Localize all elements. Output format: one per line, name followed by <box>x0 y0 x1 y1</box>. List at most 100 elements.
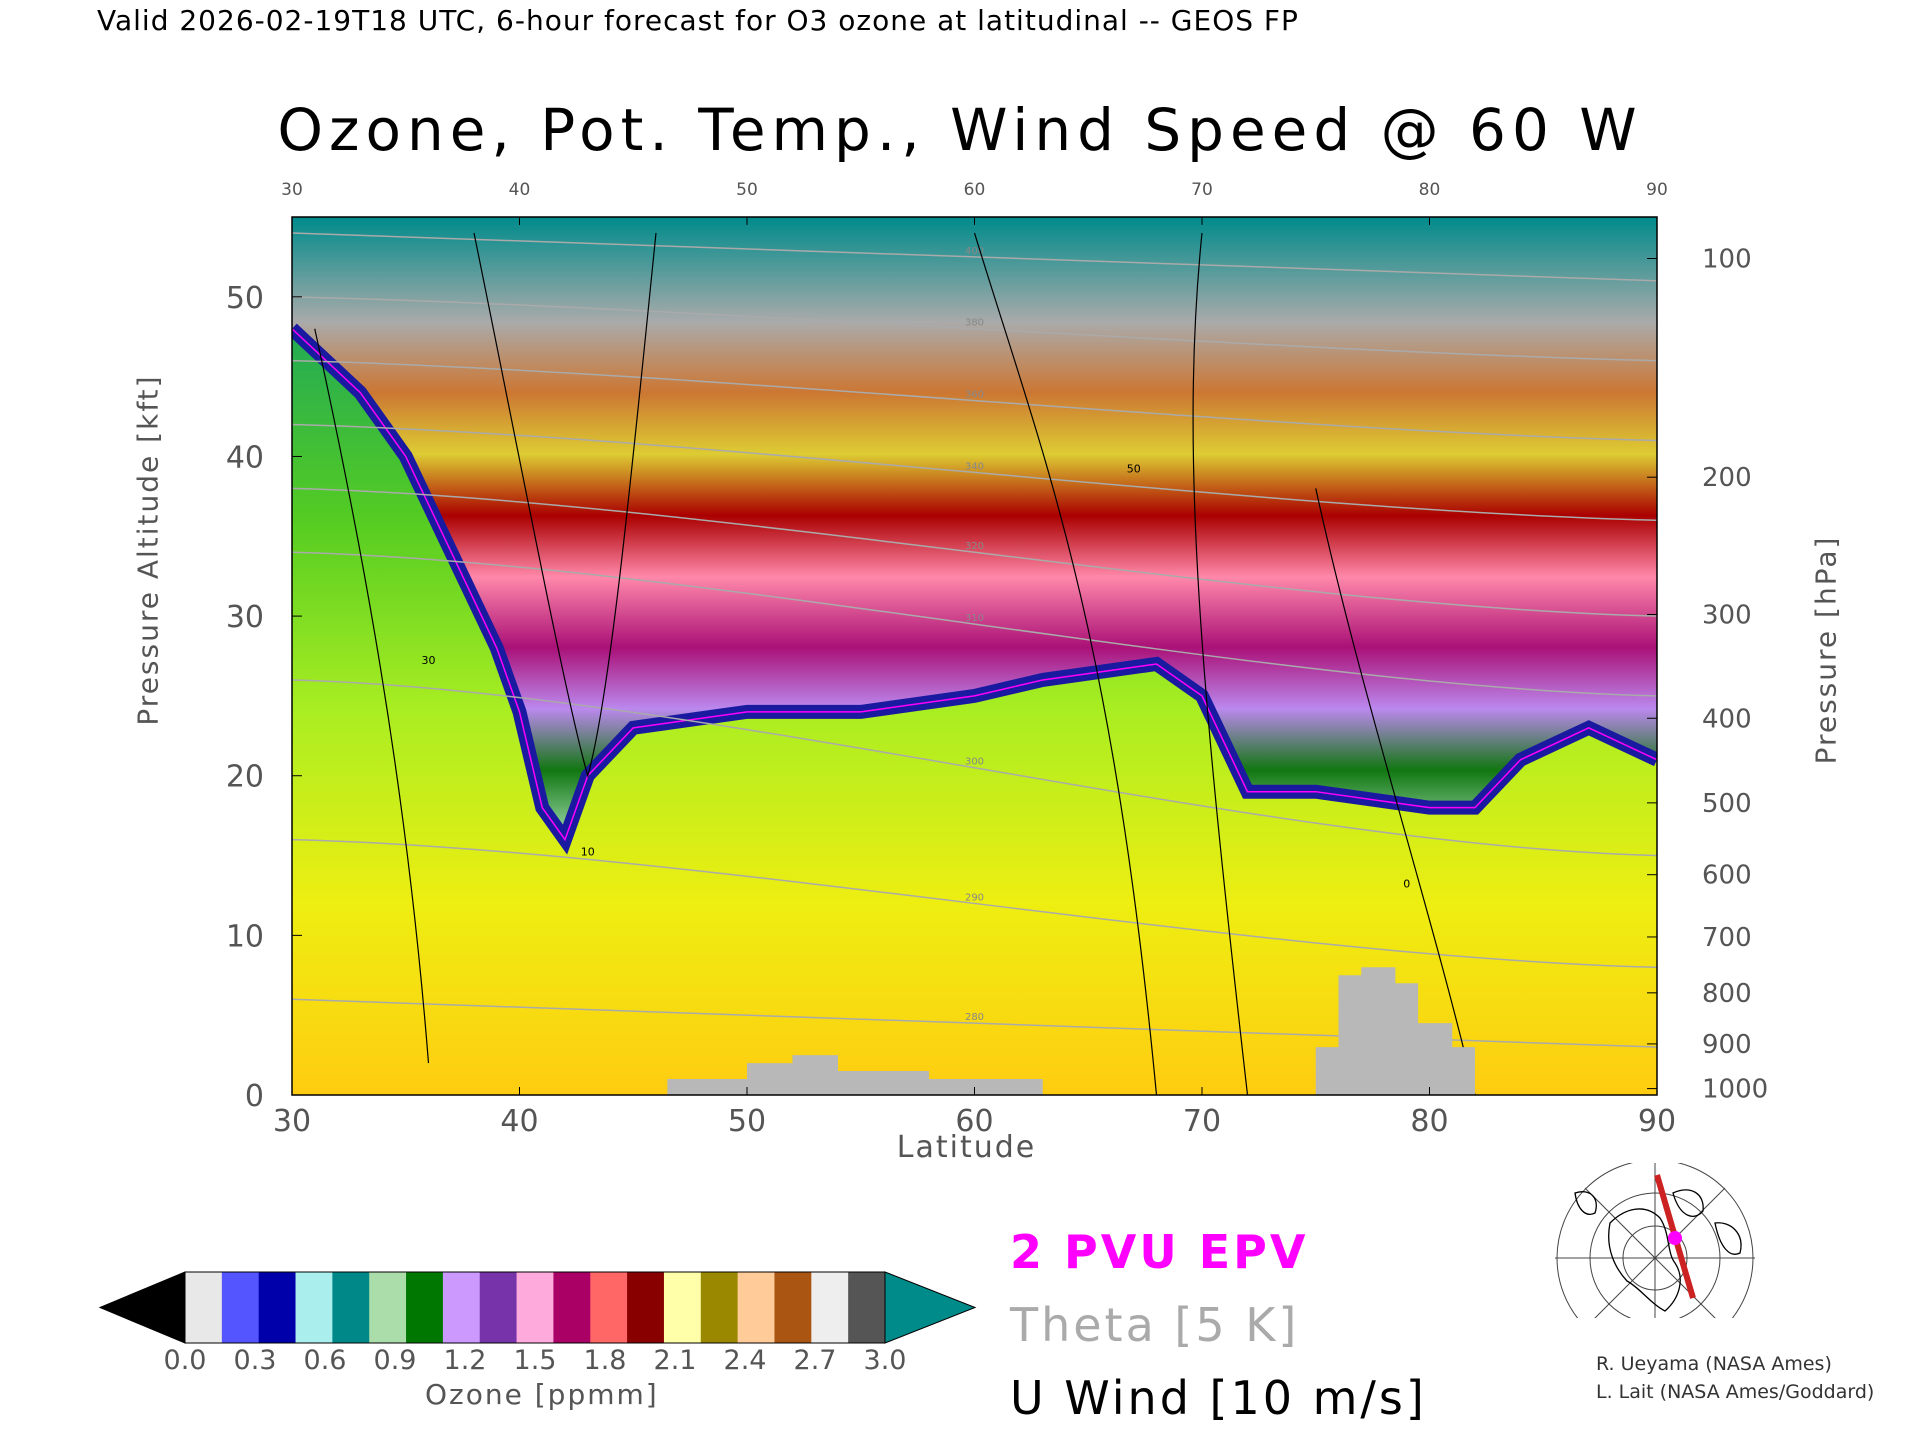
valid-time-line: Valid 2026-02-19T18 UTC, 6-hour forecast… <box>97 4 1299 37</box>
colorbar-swatch <box>258 1272 297 1343</box>
colorbar-frame <box>184 1271 886 1344</box>
theta-contour-label: 300 <box>965 757 984 768</box>
y-tick-label: 50 <box>226 281 264 316</box>
colorbar-tick-label: 2.7 <box>793 1345 837 1376</box>
pressure-tick-label: 400 <box>1702 704 1752 734</box>
colorbar-tick-label: 0.9 <box>373 1345 417 1376</box>
theta-contour-label: 400 <box>965 246 984 257</box>
theta-contour-label: 340 <box>965 461 984 472</box>
pressure-tick-label: 300 <box>1702 600 1752 630</box>
colorbar-tick-label: 1.5 <box>513 1345 557 1376</box>
theta-contour <box>292 296 1657 362</box>
theta-contour-label: 310 <box>965 613 984 624</box>
x-top-tick-label: 80 <box>1419 180 1441 200</box>
colorbar-tick-label: 1.8 <box>583 1345 627 1376</box>
x-top-tick-label: 70 <box>1191 180 1213 200</box>
x-top-tick-label: 50 <box>736 180 758 200</box>
u-wind-contour <box>314 328 430 1064</box>
colorbar-label: Ozone [ppmm] <box>425 1378 659 1411</box>
pressure-tick-label: 700 <box>1702 923 1752 953</box>
x-top-tick-label: 60 <box>964 180 986 200</box>
colorbar-swatch <box>627 1272 665 1343</box>
theta-contour-label: 380 <box>965 318 984 329</box>
colorbar-swatch <box>295 1272 333 1343</box>
colorbar-swatch <box>479 1272 518 1343</box>
colorbar-swatch <box>516 1272 554 1343</box>
pressure-tick-label: 600 <box>1702 861 1752 891</box>
colorbar-tick-label: 1.2 <box>443 1345 487 1376</box>
legend-epv: 2 PVU EPV <box>1010 1225 1309 1279</box>
colorbar-swatch <box>700 1272 739 1343</box>
theta-contour <box>292 551 1657 697</box>
colorbar-swatch <box>811 1272 849 1343</box>
colorbar-tick-label: 3.0 <box>863 1345 907 1376</box>
x-tick-label: 90 <box>1638 1104 1676 1139</box>
y-tick-label: 40 <box>226 440 264 475</box>
x-tick-label: 40 <box>500 1104 538 1139</box>
u-wind-contour-label: 50 <box>1127 462 1141 475</box>
pressure-tick-label: 100 <box>1702 245 1752 275</box>
colorbar-swatch <box>406 1272 444 1343</box>
x-tick-label: 80 <box>1410 1104 1448 1139</box>
u-wind-contour-label: 30 <box>422 654 436 667</box>
theta-contour <box>292 359 1657 442</box>
colorbar-swatch <box>774 1272 812 1343</box>
colorbar-swatch <box>848 1272 886 1343</box>
theta-contour-label: 360 <box>965 390 984 401</box>
colorbar-tick-label: 0.6 <box>303 1345 347 1376</box>
pressure-tick-label: 1000 <box>1702 1075 1768 1105</box>
colorbar-swatch <box>737 1272 775 1343</box>
u-wind-contour <box>1315 488 1476 1095</box>
pressure-tick-label: 800 <box>1702 979 1752 1009</box>
x-axis-label: Latitude <box>896 1130 1037 1165</box>
legend-theta: Theta [5 K] <box>1010 1298 1300 1352</box>
colorbar-swatch <box>185 1272 223 1343</box>
theta-contour <box>292 838 1657 969</box>
colorbar-under-arrow <box>98 1271 186 1344</box>
u-wind-contour <box>473 232 657 778</box>
theta-contour <box>292 423 1657 522</box>
x-tick-label: 60 <box>955 1104 993 1139</box>
pressure-tick-label: 500 <box>1702 789 1752 819</box>
colorbar-tick-label: 2.1 <box>653 1345 697 1376</box>
u-wind-contour-label: 0 <box>1403 877 1410 890</box>
colorbar-tick-label: 0.3 <box>233 1345 277 1376</box>
y-tick-label: 30 <box>226 600 264 635</box>
x-tick-label: 70 <box>1183 1104 1221 1139</box>
colorbar-tick-label: 2.4 <box>723 1345 767 1376</box>
x-top-tick-label: 90 <box>1646 180 1668 200</box>
chart-title: Ozone, Pot. Temp., Wind Speed @ 60 W <box>277 96 1643 164</box>
u-wind-contour-label: 10 <box>581 846 595 859</box>
troposphere-ozone-fill <box>292 328 1657 1095</box>
pressure-tick-label: 200 <box>1702 463 1752 493</box>
colorbar-swatch <box>442 1272 481 1343</box>
u-wind-contour <box>973 232 1158 1095</box>
colorbar-swatch <box>369 1272 407 1343</box>
x-tick-label: 50 <box>728 1104 766 1139</box>
colorbar-swatch <box>332 1272 370 1343</box>
x-top-tick-label: 30 <box>281 180 303 200</box>
colorbar-over-arrow <box>884 1271 977 1344</box>
y-tick-label: 20 <box>226 760 264 795</box>
credit-line-2: L. Lait (NASA Ames/Goddard) <box>1596 1381 1875 1403</box>
epv-2pvu-contour <box>292 328 1657 842</box>
x-top-tick-label: 40 <box>509 180 531 200</box>
colorbar-swatch <box>590 1272 628 1343</box>
credit-line-1: R. Ueyama (NASA Ames) <box>1596 1353 1832 1375</box>
theta-contour-label: 320 <box>965 541 984 552</box>
pressure-tick-label: 900 <box>1702 1030 1752 1060</box>
theta-contour-label: 290 <box>965 892 984 903</box>
legend-wind: U Wind [10 m/s] <box>1010 1371 1427 1425</box>
theta-contour <box>292 487 1657 617</box>
colorbar-swatch <box>221 1272 260 1343</box>
theta-contour <box>292 679 1657 857</box>
x-tick-label: 30 <box>273 1104 311 1139</box>
u-wind-contour <box>1192 232 1249 1095</box>
colorbar-swatch <box>663 1272 702 1343</box>
terrain-surface <box>667 967 1475 1095</box>
colorbar-swatch <box>553 1272 591 1343</box>
globe-map-icon <box>1555 1163 1755 1318</box>
theta-contour-label: 280 <box>965 1012 984 1023</box>
